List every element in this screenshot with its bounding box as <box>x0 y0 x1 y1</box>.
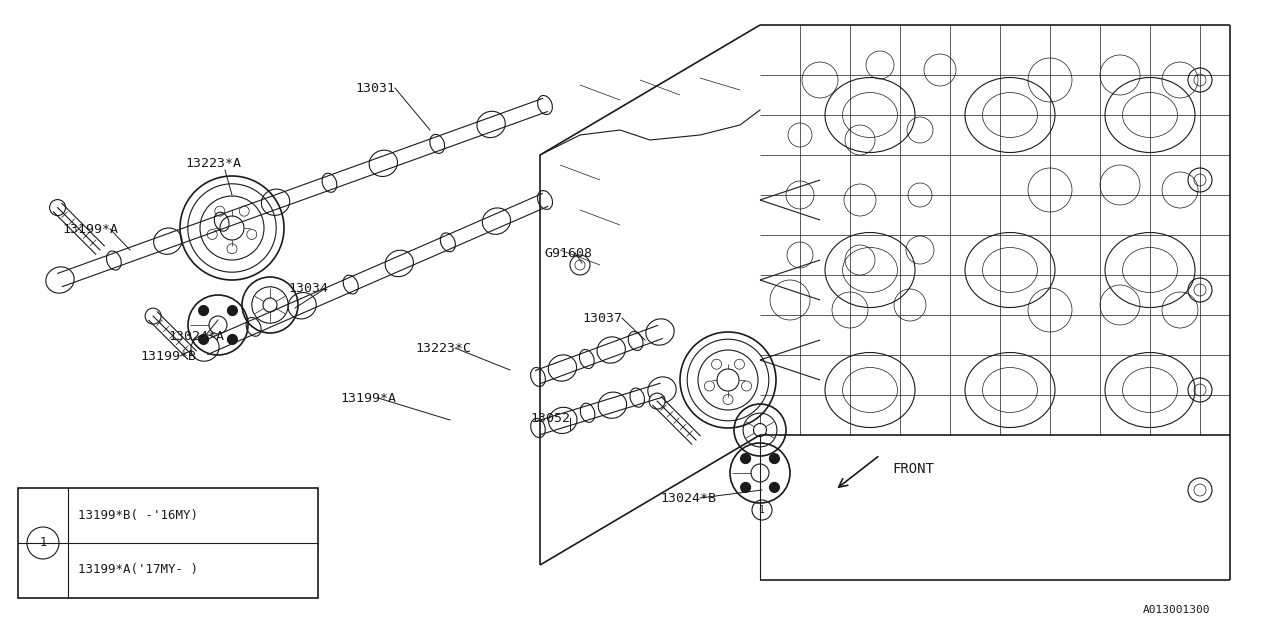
Ellipse shape <box>154 228 182 254</box>
Ellipse shape <box>106 251 122 270</box>
Ellipse shape <box>596 337 626 363</box>
Ellipse shape <box>548 355 576 381</box>
Circle shape <box>228 335 237 344</box>
Ellipse shape <box>477 111 506 138</box>
Text: 1: 1 <box>40 536 46 550</box>
Circle shape <box>741 454 750 463</box>
Text: FRONT: FRONT <box>892 462 934 476</box>
Text: A013001300: A013001300 <box>1143 605 1210 615</box>
Ellipse shape <box>538 191 553 209</box>
Text: 13034: 13034 <box>288 282 328 294</box>
Ellipse shape <box>385 250 413 276</box>
Text: 13031: 13031 <box>355 81 396 95</box>
Ellipse shape <box>430 134 444 154</box>
Text: 13199*A: 13199*A <box>340 392 396 404</box>
Ellipse shape <box>246 317 261 336</box>
Text: 13037: 13037 <box>582 312 622 324</box>
Circle shape <box>145 308 161 324</box>
Ellipse shape <box>628 332 643 351</box>
Circle shape <box>741 483 750 492</box>
Text: 13199*B: 13199*B <box>140 349 196 362</box>
Ellipse shape <box>549 407 577 433</box>
Ellipse shape <box>531 419 545 438</box>
Text: 13199*A('17MY- ): 13199*A('17MY- ) <box>78 563 198 577</box>
Circle shape <box>198 305 209 316</box>
Ellipse shape <box>369 150 398 177</box>
Ellipse shape <box>46 267 74 293</box>
Text: 1: 1 <box>759 505 765 515</box>
Text: 13024*A: 13024*A <box>168 330 224 342</box>
Text: 13199*B( -'16MY): 13199*B( -'16MY) <box>78 509 198 522</box>
Ellipse shape <box>538 95 553 115</box>
Ellipse shape <box>191 335 219 361</box>
Text: 13199*A: 13199*A <box>61 223 118 236</box>
Circle shape <box>769 454 780 463</box>
Ellipse shape <box>214 212 229 231</box>
Text: 13024*B: 13024*B <box>660 492 716 504</box>
Text: 13052: 13052 <box>530 412 570 424</box>
Text: 13223*C: 13223*C <box>415 342 471 355</box>
Ellipse shape <box>440 233 456 252</box>
Ellipse shape <box>598 392 627 419</box>
Ellipse shape <box>483 208 511 234</box>
Circle shape <box>228 305 237 316</box>
Ellipse shape <box>323 173 337 192</box>
Ellipse shape <box>343 275 358 294</box>
Bar <box>18 488 317 598</box>
Ellipse shape <box>288 292 316 319</box>
Ellipse shape <box>580 403 595 422</box>
Ellipse shape <box>630 388 645 407</box>
Ellipse shape <box>580 349 594 369</box>
Circle shape <box>649 393 666 409</box>
Ellipse shape <box>531 367 545 387</box>
Ellipse shape <box>648 377 676 403</box>
Ellipse shape <box>646 319 675 345</box>
Circle shape <box>769 483 780 492</box>
Circle shape <box>198 335 209 344</box>
Ellipse shape <box>261 189 289 216</box>
Text: 13223*A: 13223*A <box>186 157 241 170</box>
Text: G91608: G91608 <box>544 246 591 259</box>
Circle shape <box>50 200 65 216</box>
